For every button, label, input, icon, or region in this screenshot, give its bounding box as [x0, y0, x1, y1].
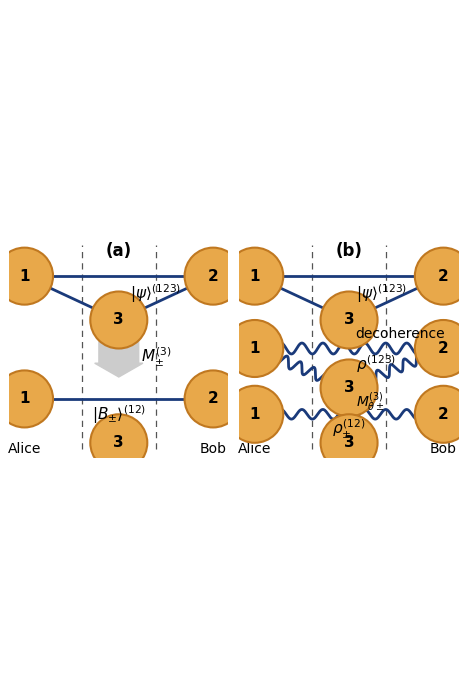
Circle shape — [90, 414, 147, 471]
Circle shape — [184, 247, 242, 305]
Circle shape — [226, 247, 283, 305]
FancyArrow shape — [95, 337, 143, 377]
Text: Alice: Alice — [238, 442, 272, 456]
Text: 1: 1 — [19, 392, 30, 406]
Text: decoherence: decoherence — [356, 328, 445, 342]
Text: (b): (b) — [336, 242, 363, 260]
Text: 3: 3 — [344, 436, 355, 450]
Text: 3: 3 — [113, 312, 124, 328]
Text: $M_{\pm}^{(3)}$: $M_{\pm}^{(3)}$ — [141, 346, 171, 369]
Text: $|\psi\rangle^{(123)}$: $|\psi\rangle^{(123)}$ — [130, 282, 181, 305]
Text: 2: 2 — [208, 392, 219, 406]
Circle shape — [415, 320, 472, 377]
Circle shape — [226, 320, 283, 377]
Text: 1: 1 — [19, 268, 30, 284]
Text: 2: 2 — [438, 341, 449, 356]
Text: $M_{\theta\pm}^{(3)}$: $M_{\theta\pm}^{(3)}$ — [356, 390, 384, 414]
Text: 3: 3 — [113, 436, 124, 450]
Circle shape — [415, 385, 472, 443]
Text: (a): (a) — [106, 242, 132, 260]
Text: 1: 1 — [249, 341, 260, 356]
Text: $\rho^{(123)}$: $\rho^{(123)}$ — [356, 353, 396, 375]
Circle shape — [184, 370, 242, 427]
Text: $|B_{\pm}\rangle^{(12)}$: $|B_{\pm}\rangle^{(12)}$ — [92, 403, 146, 426]
FancyArrow shape — [336, 395, 362, 411]
Text: $\rho_{\pm}^{(12)}$: $\rho_{\pm}^{(12)}$ — [332, 418, 366, 441]
Text: $|\psi\rangle^{(123)}$: $|\psi\rangle^{(123)}$ — [356, 282, 407, 305]
Text: 1: 1 — [249, 407, 260, 422]
Text: 3: 3 — [344, 381, 355, 395]
Circle shape — [226, 385, 283, 443]
Text: 2: 2 — [438, 407, 449, 422]
Circle shape — [0, 370, 53, 427]
Text: 2: 2 — [208, 268, 219, 284]
Text: Charlie: Charlie — [325, 442, 374, 456]
Text: Charlie: Charlie — [94, 442, 143, 456]
Circle shape — [320, 360, 378, 417]
Circle shape — [320, 291, 378, 348]
FancyArrow shape — [336, 327, 362, 346]
Text: Alice: Alice — [8, 442, 41, 456]
Text: 2: 2 — [438, 268, 449, 284]
Text: 1: 1 — [249, 268, 260, 284]
Text: Bob: Bob — [430, 442, 457, 456]
Circle shape — [320, 414, 378, 471]
Circle shape — [0, 247, 53, 305]
Text: Bob: Bob — [200, 442, 227, 456]
Circle shape — [90, 291, 147, 348]
Circle shape — [415, 247, 472, 305]
Text: 3: 3 — [344, 312, 355, 328]
